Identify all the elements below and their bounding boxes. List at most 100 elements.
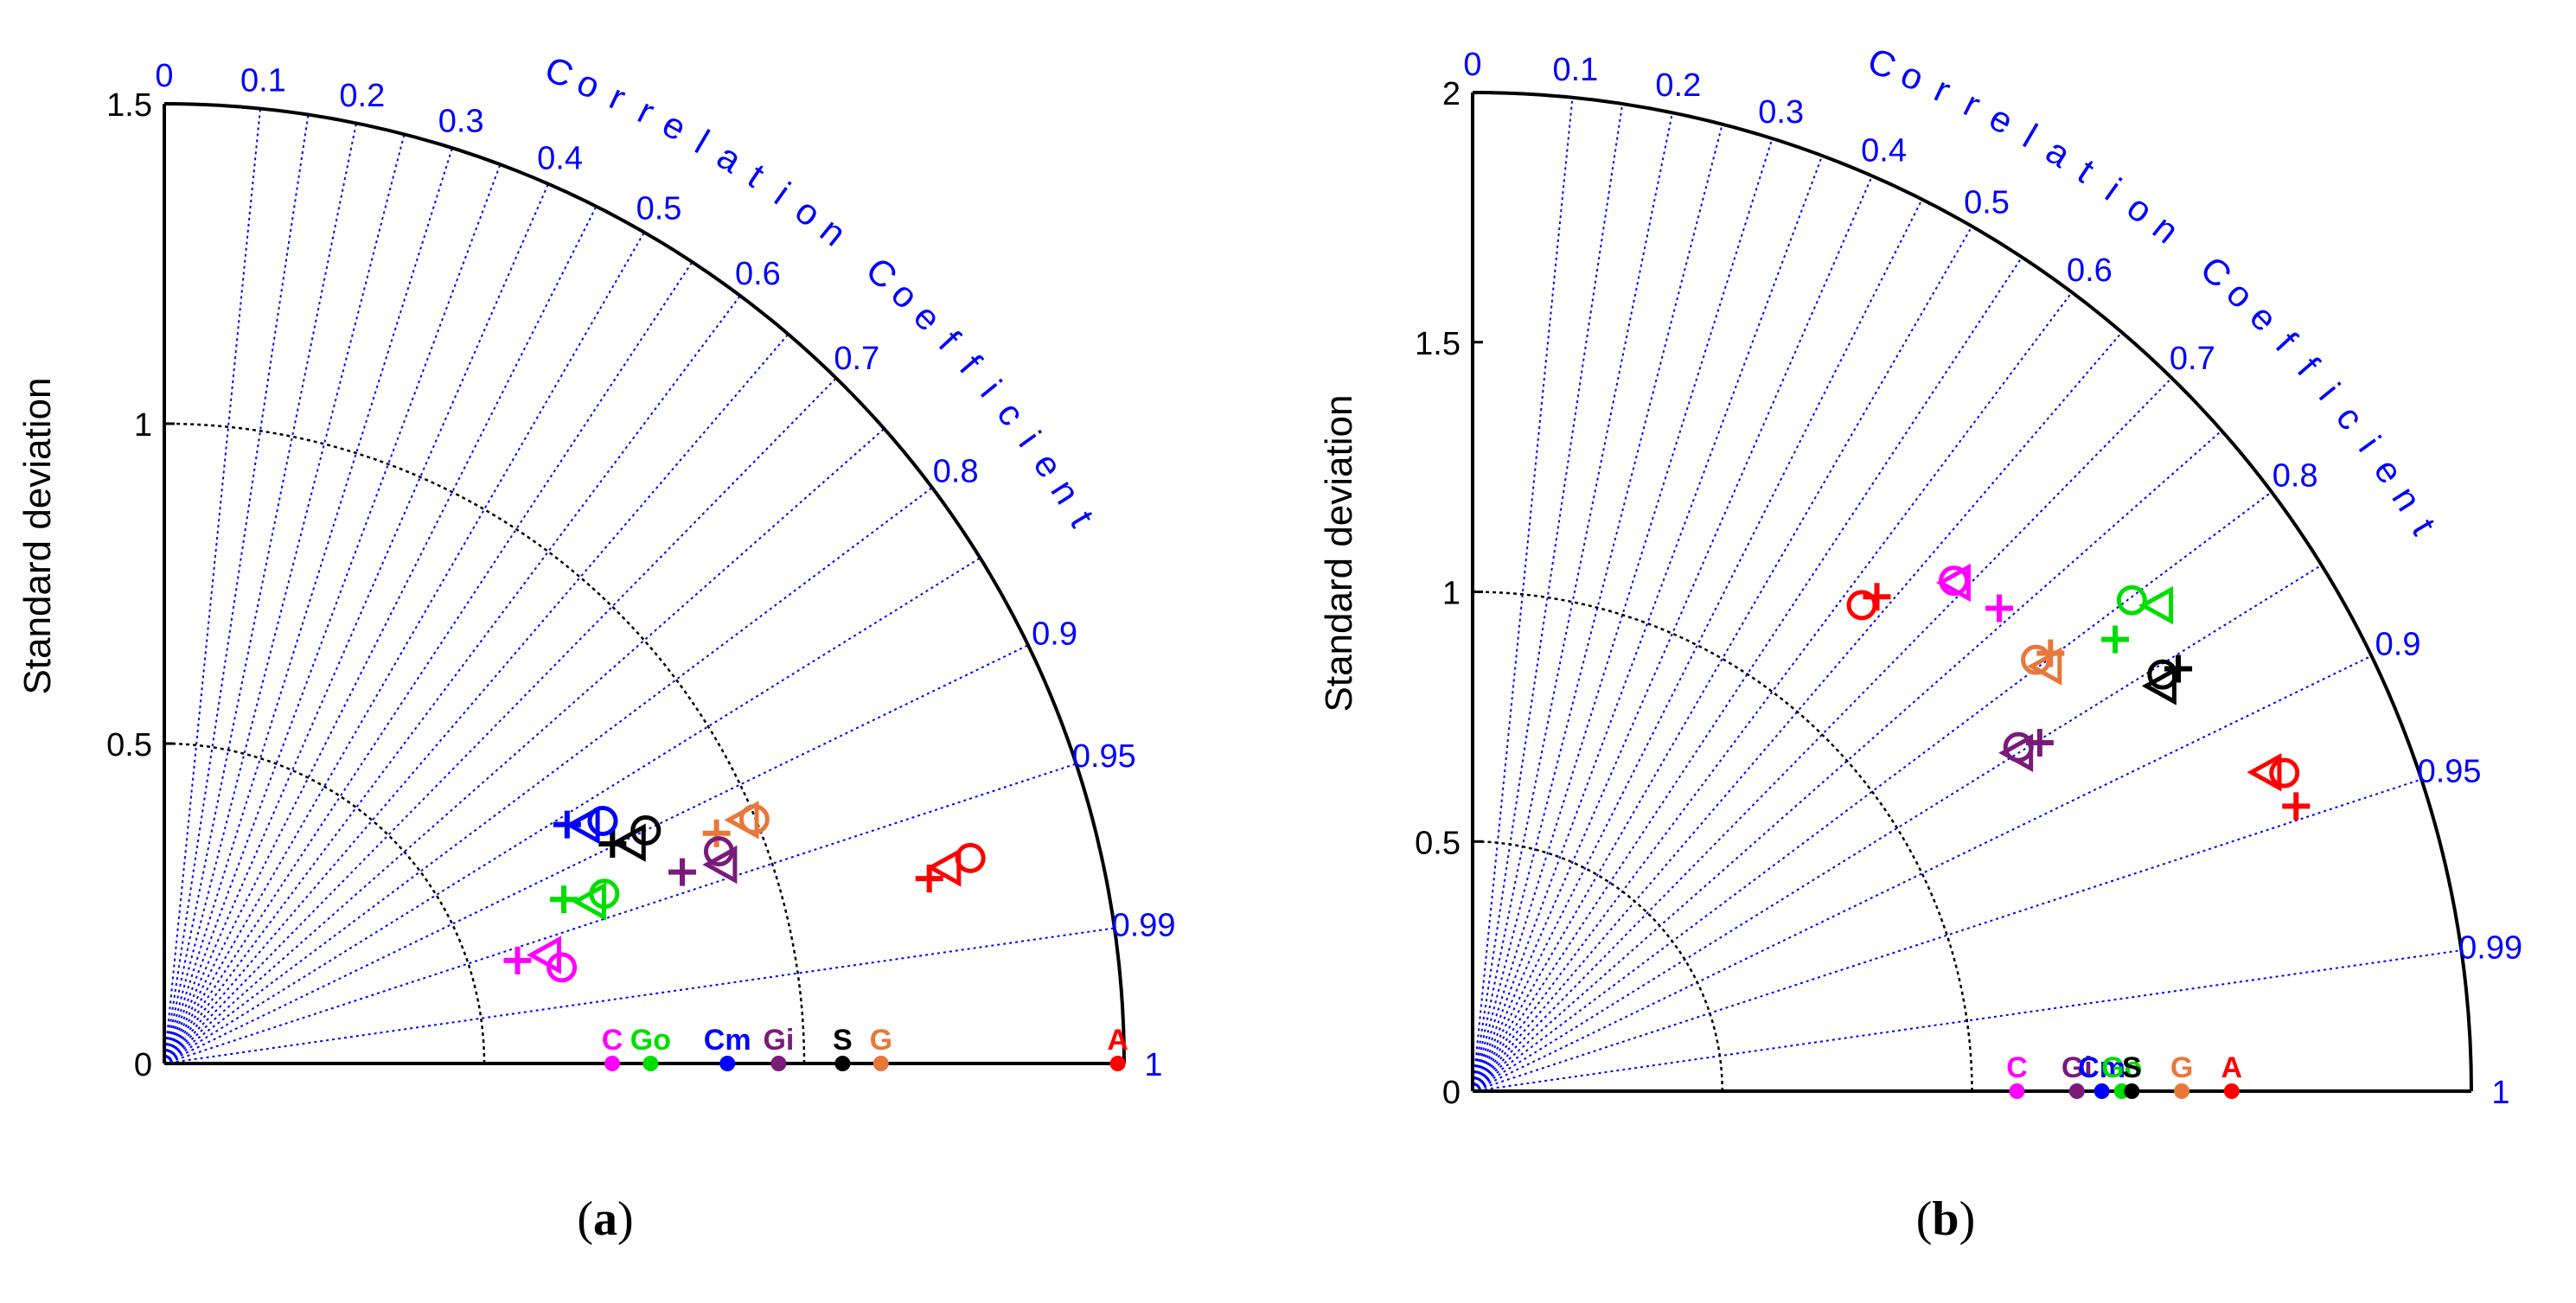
std-dotted-arc [1472, 591, 1973, 1092]
correlation-minor-ray [163, 428, 885, 1064]
y-tick-label: 0.5 [106, 727, 152, 763]
arc-label-letter: n [1043, 472, 1088, 511]
y-axis-title: Standard deviation [1318, 395, 1360, 712]
arc-label-letter: i [1011, 424, 1049, 454]
correlation-ray-0.4 [163, 183, 549, 1064]
panel-caption-b: (b) [1915, 1192, 1976, 1246]
reference-label-cm: Cm [704, 1024, 751, 1057]
arc-label-letter: a [2039, 130, 2078, 176]
std-dotted-arc [163, 742, 486, 1064]
correlation-tick-label: 0.95 [2418, 754, 2482, 790]
correlation-minor-ray [163, 114, 310, 1064]
model-marker-circle-blue [587, 805, 618, 836]
arc-label-letter: n [2384, 479, 2429, 518]
model-marker-circle-red [2269, 757, 2300, 789]
model-marker-plus-purple [668, 858, 697, 886]
correlation-minor-ray [1472, 155, 1824, 1092]
model-marker-circle-black [630, 814, 662, 846]
reference-point-s [834, 1056, 851, 1071]
correlation-ray-0.6 [163, 295, 741, 1064]
correlation-ray-0.99 [163, 927, 1115, 1064]
model-marker-triangle-green [571, 882, 606, 921]
taylor-diagram-b: 0 0.5 1 1.5 2 Standard deviation 0 0.1 0.2 0.3 0.4… [1318, 40, 2522, 1111]
correlation-tick-label: 0.9 [2375, 627, 2421, 663]
reference-label-g: G [2170, 1051, 2193, 1084]
arc-label-letter: f [2268, 324, 2305, 360]
reference-point-s [2124, 1083, 2140, 1099]
reference-label-gi: Gi [763, 1024, 794, 1057]
correlation-minor-ray [163, 163, 502, 1064]
correlation-tick-label: 0.99 [2458, 929, 2522, 966]
y-tick-label: 2 [1442, 76, 1461, 112]
arc-label-letter: t [1062, 504, 1103, 533]
correlation-ray-0.1 [163, 108, 261, 1064]
reference-label-c: C [602, 1024, 623, 1057]
y-tick-label: 0 [1442, 1075, 1461, 1111]
panel-label-a: a [593, 1192, 617, 1246]
correlation-tick-label: 0.3 [438, 104, 484, 140]
arc-label-letter: c [2329, 398, 2372, 437]
arc-label-letter: t [741, 156, 772, 195]
correlation-tick-label: 0.8 [2272, 458, 2318, 495]
reference-label-c: C [2006, 1051, 2028, 1084]
outer-arc [163, 102, 1126, 1064]
correlation-ray-0.4 [1472, 176, 1873, 1092]
reference-point-g [873, 1056, 889, 1071]
y-tick-label: 1 [1442, 576, 1461, 612]
y-axis-title: Standard deviation [16, 378, 59, 695]
correlation-tick-label: 0.6 [735, 256, 781, 292]
correlation-ray-0.8 [163, 487, 933, 1064]
arc-label-letter: r [604, 76, 632, 118]
correlation-tick-label: 0.6 [2067, 252, 2113, 289]
reference-point-cm [2093, 1083, 2110, 1099]
reference-label-s: S [833, 1024, 853, 1057]
y-tick-label: 1.5 [1415, 326, 1461, 362]
std-dotted-arc [1472, 840, 1723, 1092]
correlation-minor-ray [163, 133, 406, 1064]
arc-label-letter: a [710, 136, 749, 182]
model-marker-triangle-magenta [526, 936, 561, 974]
correlation-ray-0.95 [163, 763, 1077, 1064]
arc-label-letter: e [906, 296, 949, 339]
arc-label-letter: e [2242, 297, 2285, 340]
model-marker-plus-magenta [1985, 594, 2014, 623]
correlation-tick-label: 0.5 [1964, 184, 2010, 220]
correlation-ray-0.6 [1472, 291, 2073, 1092]
model-marker-triangle-red [926, 848, 962, 887]
arc-label-letter: C [1863, 40, 1902, 87]
arc-label-letter: c [989, 394, 1032, 433]
correlation-ray-0.2 [1472, 112, 1673, 1092]
arc-label-letter: l [2017, 116, 2044, 155]
correlation-tick-label: 0.7 [834, 341, 879, 377]
arc-label-letter: o [1895, 54, 1930, 99]
model-marker-plus-orange [2036, 639, 2065, 667]
correlation-tick-label: 0.9 [1032, 616, 1077, 652]
model-marker-plus-orange [702, 819, 731, 847]
arc-label-letter: e [656, 103, 694, 148]
arc-label-letter: C [540, 48, 579, 96]
correlation-ray-0.9 [1472, 655, 2372, 1092]
taylor-diagram-a: 0 0.5 1 1.5 Standard deviation 0 0.1 0.2 0.3 0.4 0… [16, 48, 1176, 1083]
reference-label-a: A [2221, 1051, 2243, 1084]
arc-label-letter: e [1026, 445, 1071, 485]
outer-arc [1472, 91, 2473, 1092]
reference-point-go [642, 1056, 659, 1071]
correlation-tick-label: 0.2 [1655, 67, 1701, 104]
reference-label-cm: Cm [2078, 1051, 2125, 1084]
correlation-tick-label: 0.95 [1072, 738, 1136, 775]
model-marker-circle-red [955, 842, 986, 873]
correlation-tick-label: 1 [2491, 1075, 2509, 1111]
arc-label-letter: i [2311, 375, 2348, 407]
panel-label-b: b [1932, 1192, 1959, 1246]
correlation-tick-label: 0.1 [240, 63, 286, 99]
model-marker-triangle-red [2247, 752, 2282, 792]
correlation-tick-label: 0 [155, 58, 173, 94]
correlation-tick-label: 0.1 [1552, 52, 1598, 88]
model-marker-triangle-purple [702, 845, 738, 885]
correlation-minor-ray [163, 206, 598, 1064]
reference-point-cm [719, 1056, 736, 1071]
model-marker-triangle-green [2138, 585, 2173, 625]
arc-label-letter: r [632, 90, 662, 131]
correlation-minor-ray [163, 333, 789, 1064]
